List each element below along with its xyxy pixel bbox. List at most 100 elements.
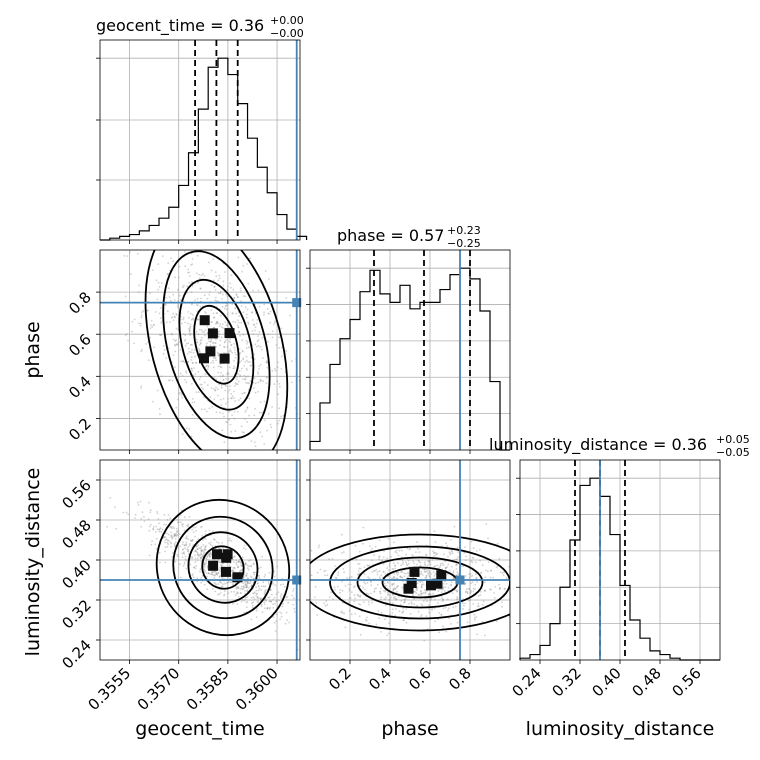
scatter-luminosity-distance-vs-phase-point [378, 590, 381, 593]
scatter-luminosity-distance-vs-phase-point [401, 559, 404, 562]
scatter-luminosity-distance-vs-phase-point [319, 568, 322, 571]
scatter-luminosity-distance-vs-geocent-time-point [197, 555, 200, 557]
scatter-phase-vs-geocent-time-point [188, 275, 191, 277]
scatter-phase-vs-geocent-time-point [166, 273, 169, 276]
scatter-luminosity-distance-vs-phase-point [468, 608, 471, 611]
scatter-luminosity-distance-vs-geocent-time-point [148, 501, 151, 504]
scatter-luminosity-distance-vs-phase-point [417, 594, 420, 596]
scatter-phase-vs-geocent-time-point [172, 293, 175, 296]
scatter-luminosity-distance-vs-geocent-time-point [166, 545, 169, 548]
scatter-luminosity-distance-vs-geocent-time-point [200, 549, 203, 552]
scatter-luminosity-distance-vs-geocent-time-point [197, 538, 200, 540]
scatter-phase-vs-geocent-time-point [229, 348, 232, 351]
scatter-luminosity-distance-vs-geocent-time-point [239, 592, 242, 594]
scatter-phase-vs-geocent-time-point [216, 388, 219, 391]
scatter-phase-vs-geocent-time-point [165, 296, 167, 299]
scatter-luminosity-distance-vs-phase-point [444, 567, 447, 569]
scatter-luminosity-distance-vs-geocent-time-point [281, 605, 284, 608]
scatter-luminosity-distance-vs-geocent-time-point [184, 537, 187, 539]
scatter-phase-vs-geocent-time-point [217, 354, 220, 357]
scatter-luminosity-distance-vs-phase-point [430, 573, 433, 575]
scatter-luminosity-distance-vs-geocent-time-point [246, 564, 249, 567]
scatter-phase-vs-geocent-time-point [180, 360, 183, 363]
scatter-luminosity-distance-vs-geocent-time-point [200, 581, 203, 584]
scatter-luminosity-distance-vs-geocent-time-point [284, 622, 287, 625]
scatter-phase-vs-geocent-time-point [232, 367, 235, 370]
scatter-luminosity-distance-vs-phase-point [348, 587, 351, 590]
scatter-luminosity-distance-vs-phase-point [334, 588, 336, 591]
scatter-luminosity-distance-vs-geocent-time-point [229, 581, 232, 584]
scatter-phase-vs-geocent-time-point [263, 303, 265, 306]
scatter-phase-vs-geocent-time-point [234, 430, 237, 432]
scatter-phase-vs-geocent-time-point [199, 342, 202, 345]
scatter-phase-vs-geocent-time-point [216, 321, 218, 323]
scatter-phase-vs-geocent-time-point [223, 352, 225, 354]
scatter-luminosity-distance-vs-geocent-time-point [279, 595, 282, 598]
scatter-luminosity-distance-vs-geocent-time-point [252, 601, 254, 604]
scatter-luminosity-distance-vs-geocent-time-point [223, 594, 225, 597]
scatter-phase-vs-geocent-time-point [159, 317, 162, 320]
scatter-luminosity-distance-vs-geocent-time-xtick-label-1: 0.3570 [134, 664, 184, 714]
scatter-phase-vs-geocent-time-point [223, 341, 226, 343]
scatter-luminosity-distance-vs-phase-point [391, 584, 394, 587]
scatter-luminosity-distance-vs-geocent-time-point [172, 552, 174, 554]
scatter-luminosity-distance-vs-phase-point [476, 605, 479, 608]
scatter-phase-vs-geocent-time-point [208, 340, 211, 342]
scatter-luminosity-distance-vs-geocent-time-point [134, 513, 137, 516]
scatter-luminosity-distance-vs-phase-point [364, 588, 366, 591]
scatter-luminosity-distance-vs-phase-point [373, 570, 376, 572]
scatter-luminosity-distance-vs-geocent-time-point [260, 597, 263, 600]
scatter-phase-vs-geocent-time-point [218, 330, 221, 333]
scatter-luminosity-distance-vs-geocent-time-point [221, 564, 224, 567]
scatter-luminosity-distance-vs-phase-point [378, 556, 381, 559]
scatter-luminosity-distance-vs-phase-point [354, 544, 357, 547]
scatter-luminosity-distance-vs-geocent-time-point [187, 549, 189, 551]
hist-luminosity-distance-xtick-label-1: 0.32 [548, 664, 584, 700]
scatter-luminosity-distance-vs-geocent-time-point [216, 573, 218, 576]
scatter-luminosity-distance-vs-phase-point [434, 620, 436, 623]
scatter-phase-vs-geocent-time-point [183, 333, 185, 335]
scatter-phase-vs-geocent-time-point [191, 263, 194, 265]
scatter-phase-vs-geocent-time-point [158, 286, 161, 288]
scatter-phase-vs-geocent-time-point [170, 332, 173, 335]
scatter-phase-vs-geocent-time-point [246, 369, 248, 371]
scatter-phase-vs-geocent-time-point [221, 293, 224, 296]
scatter-luminosity-distance-vs-phase-point [378, 617, 380, 620]
scatter-luminosity-distance-vs-geocent-time-point [245, 584, 248, 587]
scatter-luminosity-distance-vs-phase-point [367, 593, 370, 595]
scatter-luminosity-distance-vs-phase-point [401, 571, 403, 574]
scatter-luminosity-distance-vs-geocent-time-point [275, 620, 278, 622]
scatter-luminosity-distance-vs-geocent-time-xtick-label-0: 0.3555 [84, 664, 134, 714]
scatter-luminosity-distance-vs-geocent-time-point [268, 582, 270, 585]
scatter-phase-vs-geocent-time-point [182, 360, 184, 363]
scatter-phase-vs-geocent-time-point [257, 373, 260, 375]
scatter-luminosity-distance-vs-phase-point [549, 599, 551, 601]
scatter-luminosity-distance-vs-geocent-time-point [163, 523, 165, 526]
scatter-luminosity-distance-vs-phase-point [418, 560, 421, 563]
scatter-luminosity-distance-vs-phase-point [479, 559, 481, 562]
scatter-luminosity-distance-vs-phase-point [395, 552, 398, 554]
scatter-phase-vs-geocent-time-point [204, 373, 207, 376]
scatter-luminosity-distance-vs-geocent-time-point [264, 590, 266, 592]
scatter-luminosity-distance-vs-geocent-time-point [158, 528, 161, 531]
scatter-luminosity-distance-vs-phase-point [330, 591, 333, 594]
scatter-luminosity-distance-vs-geocent-time-point [274, 584, 276, 586]
scatter-luminosity-distance-vs-geocent-time-point [246, 590, 249, 593]
scatter-phase-vs-geocent-time-point [209, 341, 212, 343]
scatter-luminosity-distance-vs-phase-point [433, 607, 436, 610]
scatter-luminosity-distance-vs-geocent-time-point [280, 615, 283, 618]
scatter-luminosity-distance-vs-geocent-time-point [255, 595, 258, 597]
scatter-luminosity-distance-vs-geocent-time-point [188, 543, 191, 545]
scatter-phase-vs-geocent-time-point [199, 287, 202, 290]
scatter-luminosity-distance-vs-geocent-time-point [288, 621, 290, 624]
scatter-luminosity-distance-vs-geocent-time-point [312, 616, 314, 618]
scatter-luminosity-distance-vs-phase-point [515, 577, 517, 579]
scatter-phase-vs-geocent-time-point [244, 295, 247, 298]
scatter-luminosity-distance-vs-geocent-time-core-pixel [208, 560, 219, 571]
scatter-luminosity-distance-vs-geocent-time-point [192, 573, 194, 575]
scatter-luminosity-distance-vs-phase-point [303, 598, 305, 600]
scatter-luminosity-distance-vs-geocent-time-point [152, 528, 155, 531]
scatter-luminosity-distance-vs-phase-point [353, 594, 356, 597]
scatter-luminosity-distance-vs-phase-point [470, 560, 473, 562]
scatter-phase-vs-geocent-time-point [263, 313, 265, 316]
